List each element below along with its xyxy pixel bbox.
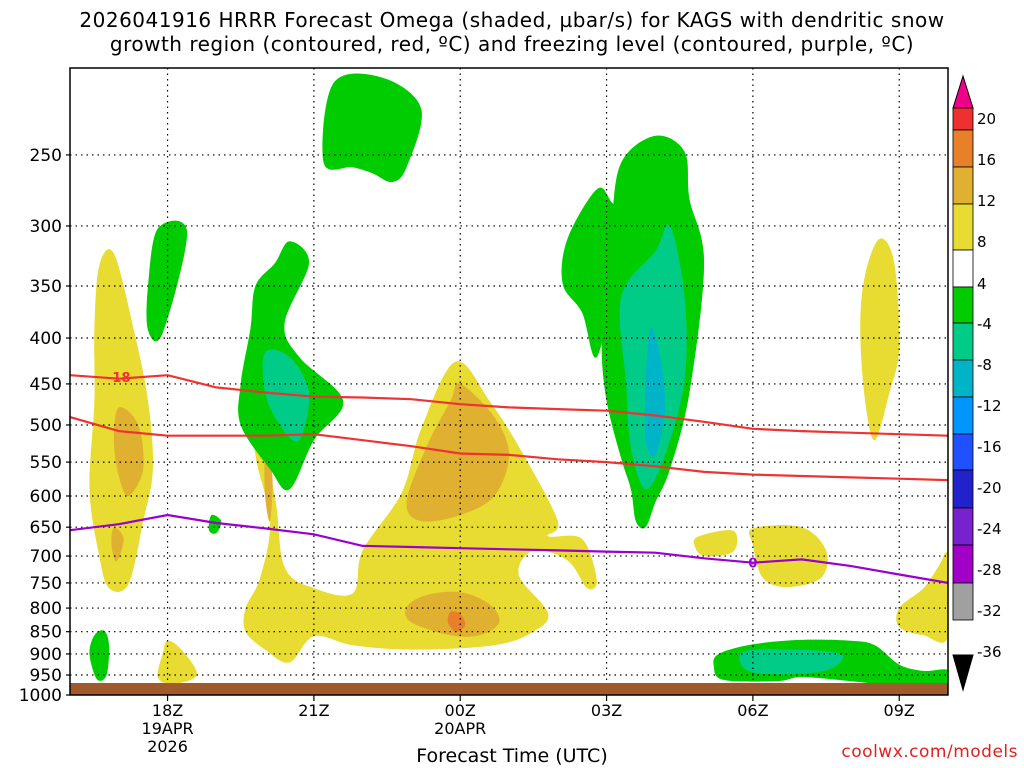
y-tick-label-450: 450 — [30, 375, 62, 395]
ground-surface-bar — [70, 683, 948, 695]
colorbar-swatch-10 — [952, 433, 974, 471]
colorbar-swatch-2 — [952, 129, 974, 168]
x-tick-label-21Z-0: 21Z — [298, 701, 329, 720]
colorbar-label-5: -4 — [977, 315, 992, 333]
y-tick-label-500: 500 — [30, 416, 62, 436]
dgz-upper-contour — [70, 374, 948, 437]
dgz-lower-contour — [70, 416, 948, 482]
omega-region-12 — [146, 220, 188, 342]
y-tick-label-950: 950 — [30, 666, 62, 686]
x-tick-label-18Z-0: 18Z — [152, 701, 183, 720]
y-tick-label-850: 850 — [30, 623, 62, 643]
omega-region-22 — [896, 552, 948, 643]
colorbar-label-13: -36 — [977, 643, 1002, 661]
colorbar-swatch-5 — [952, 249, 974, 288]
colorbar-arrow-bottom — [952, 654, 974, 692]
colorbar-label-3: 8 — [977, 233, 987, 251]
x-tick-label-06Z-0: 06Z — [737, 701, 768, 720]
y-tick-label-1000: 1000 — [19, 686, 62, 706]
x-tick-label-18Z-2: 2026 — [147, 737, 188, 756]
x-axis-label: Forecast Time (UTC) — [416, 745, 608, 767]
omega-region-18 — [644, 327, 666, 457]
omega-region-6 — [264, 454, 273, 522]
y-tick-label-900: 900 — [30, 645, 62, 665]
x-tick-label-09Z-0: 09Z — [884, 701, 915, 720]
watermark: coolwx.com/models — [841, 742, 1018, 762]
y-tick-label-350: 350 — [30, 277, 62, 297]
colorbar-swatch-14 — [952, 582, 974, 621]
y-tick-label-600: 600 — [30, 487, 62, 507]
omega-region-1 — [113, 407, 144, 497]
colorbar-arrow-top — [952, 74, 974, 109]
colorbar-swatch-12 — [952, 507, 974, 546]
colorbar-swatch-13 — [952, 544, 974, 584]
colorbar-label-0: 20 — [977, 110, 996, 128]
omega-region-24 — [739, 649, 844, 675]
x-tick-label-18Z-1: 19APR — [142, 719, 194, 738]
colorbar-swatch-9 — [952, 396, 974, 435]
omega-region-11 — [262, 349, 310, 442]
omega-region-21 — [748, 525, 828, 588]
colorbar-label-6: -8 — [977, 356, 992, 374]
omega-region-20 — [693, 530, 738, 557]
y-tick-label-750: 750 — [30, 574, 62, 594]
colorbar-swatch-11 — [952, 469, 974, 509]
colorbar-label-1: 16 — [977, 151, 996, 169]
y-tick-label-800: 800 — [30, 599, 62, 619]
omega-region-2 — [111, 527, 124, 562]
omega-region-14 — [208, 514, 222, 534]
omega-region-9 — [447, 611, 466, 632]
omega-region-13 — [322, 73, 422, 183]
omega-region-19 — [860, 238, 900, 441]
x-tick-label-00Z-1: 20APR — [434, 719, 486, 738]
colorbar-label-10: -24 — [977, 520, 1002, 538]
y-tick-label-650: 650 — [30, 518, 62, 538]
chart-title: 2026041916 HRRR Forecast Omega (shaded, … — [0, 8, 1024, 56]
colorbar-label-8: -16 — [977, 438, 1002, 456]
dgz-contour-label: -18 — [107, 371, 131, 386]
y-tick-label-300: 300 — [30, 217, 62, 237]
freezing-level-contour — [70, 513, 948, 584]
chart-title-line2: growth region (contoured, red, ºC) and f… — [109, 32, 915, 56]
colorbar-swatch-1 — [952, 107, 974, 131]
plot-area: -18 0 — [70, 68, 948, 695]
colorbar-label-7: -12 — [977, 397, 1002, 415]
x-tick-label-00Z-0: 00Z — [445, 701, 476, 720]
plot-frame — [69, 67, 949, 696]
colorbar-swatch-6 — [952, 286, 974, 324]
y-tick-label-550: 550 — [30, 453, 62, 473]
freezing-contour-label: 0 — [748, 557, 757, 572]
colorbar-label-4: 4 — [977, 275, 987, 293]
colorbar-label-2: 12 — [977, 192, 996, 210]
colorbar-swatch-8 — [952, 359, 974, 398]
x-tick-label-03Z-0: 03Z — [591, 701, 622, 720]
colorbar-swatch-7 — [952, 322, 974, 361]
y-tick-label-700: 700 — [30, 547, 62, 567]
chart-title-line1: 2026041916 HRRR Forecast Omega (shaded, … — [79, 8, 945, 32]
colorbar-swatch-4 — [952, 203, 974, 251]
y-tick-label-400: 400 — [30, 329, 62, 349]
y-tick-label-250: 250 — [30, 146, 62, 166]
colorbar-label-12: -32 — [977, 602, 1002, 620]
omega-region-5 — [157, 640, 197, 684]
colorbar-swatch-3 — [952, 166, 974, 205]
omega-region-3 — [89, 630, 110, 681]
colorbar-label-11: -28 — [977, 561, 1002, 579]
colorbar-label-9: -20 — [977, 479, 1002, 497]
omega-region-15 — [561, 187, 627, 358]
